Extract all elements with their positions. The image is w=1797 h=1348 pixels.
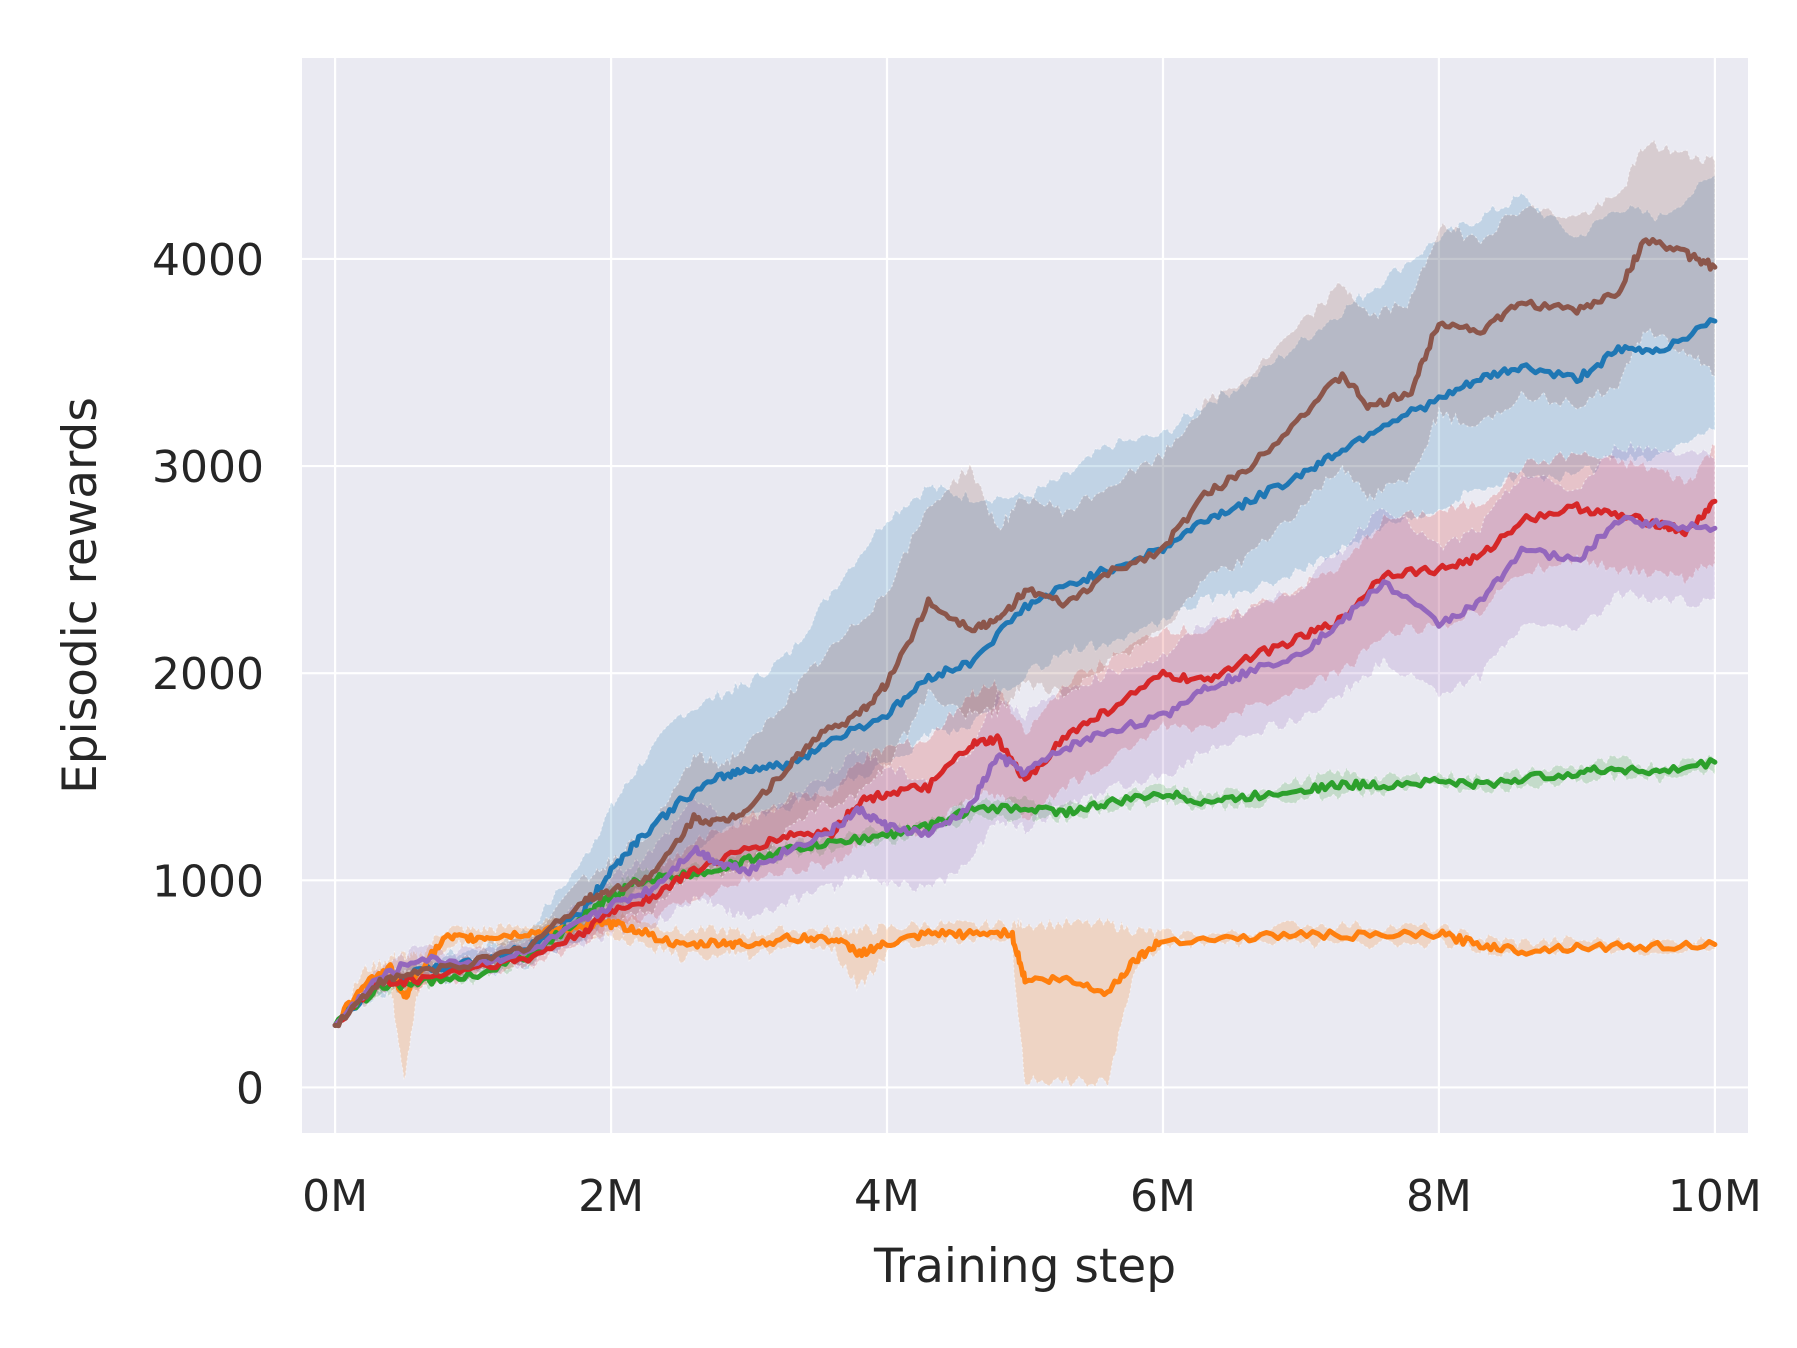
y-tick-label-1: 1000 [152,856,264,907]
x-tick-label-1: 2M [578,1171,644,1222]
y-tick-label-3: 3000 [152,442,264,493]
x-tick-label-3: 6M [1130,1171,1196,1222]
x-tick-label-0: 0M [302,1171,368,1222]
series-lines [332,237,1718,1029]
series-line-green [332,757,1718,1028]
y-tick-label-2: 2000 [152,649,264,700]
band-brown [334,139,1716,1027]
x-tick-label-4: 8M [1406,1171,1472,1222]
x-tick-label-5: 10M [1668,1171,1762,1222]
y-axis-title: Episodic rewards [53,397,108,794]
x-tick-label-2: 4M [854,1171,920,1222]
series-line-purple [332,514,1718,1028]
y-tick-labels: 0 1000 2000 3000 4000 [152,235,264,1115]
series-line-brown [332,237,1718,1029]
series-line-orange [332,918,1718,1028]
y-tick-label-0: 0 [236,1063,264,1114]
x-axis-title: Training step [873,1239,1176,1294]
band-orange [334,909,1716,1089]
grid [302,58,1748,1133]
x-tick-labels: 0M 2M 4M 6M 8M 10M [302,1171,1762,1222]
y-tick-label-4: 4000 [152,235,264,286]
